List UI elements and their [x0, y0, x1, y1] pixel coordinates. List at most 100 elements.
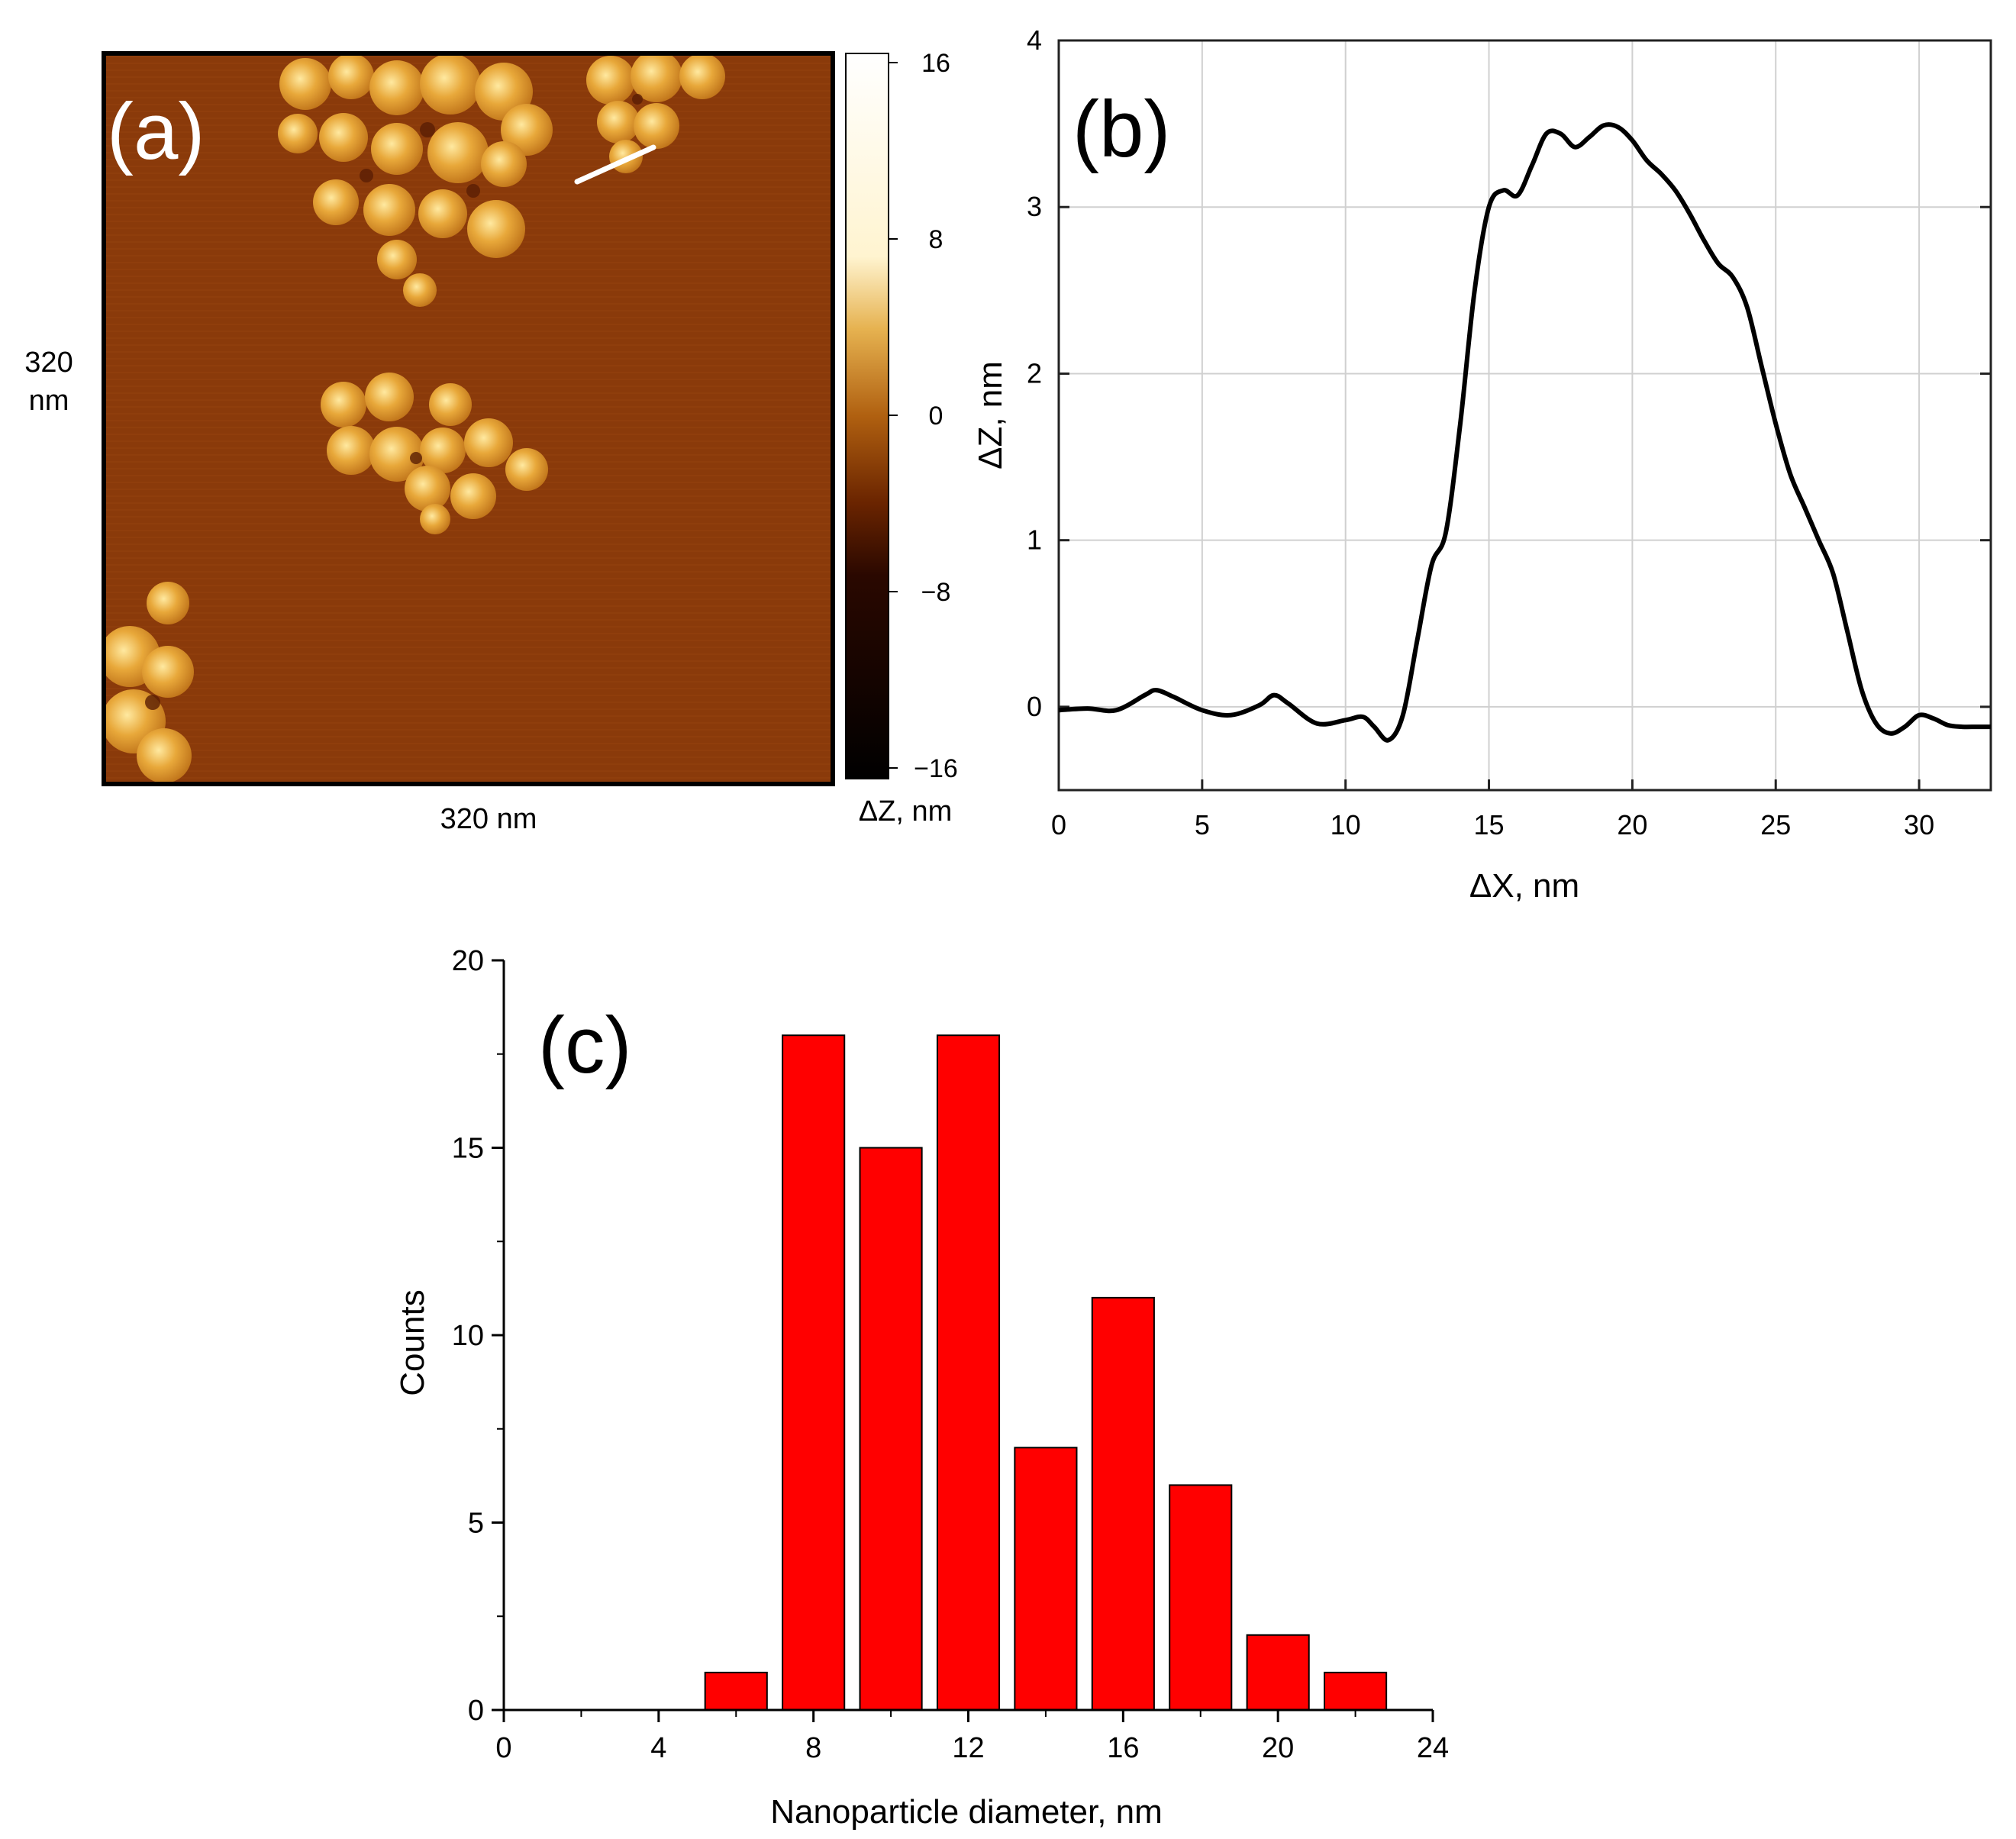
colorbar-tick-label: −16	[914, 754, 958, 783]
x-tick-label: 0	[495, 1732, 511, 1764]
y-tick-label: 1	[1027, 524, 1042, 556]
particle	[363, 184, 415, 236]
particle	[467, 200, 525, 258]
particle	[501, 104, 553, 156]
y-scale-label-line1: 320	[24, 347, 73, 379]
x-tick-label: 20	[1262, 1732, 1294, 1764]
particle	[631, 53, 682, 102]
colorbar-label: ΔZ, nm	[859, 795, 953, 828]
particle	[418, 189, 467, 238]
y-tick-label: 5	[468, 1508, 484, 1540]
histogram-bars	[704, 1034, 1388, 1712]
colorbar-tick-label: −8	[921, 578, 951, 607]
y-tick-label: 20	[452, 945, 484, 977]
panel-b-label: (b)	[1073, 85, 1170, 174]
afm-particles	[104, 53, 725, 783]
profile-chart: 0 5 10 15 20 25 30 0 1 2 3 4 (b) ΔX, nm ΔZ, nm	[972, 24, 1992, 905]
histogram-bar	[859, 1147, 923, 1711]
afm-panel: (a) 320 nm 320 nm 16 8 0 −8 −16 ΔZ, nm	[24, 49, 958, 835]
histogram-x-axis-title: Nanoparticle diameter, nm	[770, 1793, 1163, 1831]
x-tick-label: 5	[1195, 809, 1210, 840]
afm-dark-spots	[145, 94, 643, 710]
y-tick-label: 15	[452, 1133, 484, 1165]
profile-plot-frame	[1057, 39, 1992, 792]
profile-y-axis-title: ΔZ, nm	[972, 361, 1009, 469]
particle	[147, 582, 189, 624]
histogram-bar	[1169, 1484, 1233, 1712]
particle	[313, 179, 359, 225]
y-scale-label-line2: nm	[29, 385, 69, 417]
particle	[429, 383, 472, 426]
histogram-y-axis-title: Counts	[394, 1289, 431, 1395]
dark-spot	[420, 122, 435, 137]
x-tick-label: 0	[1051, 809, 1066, 840]
particle	[327, 426, 376, 475]
particle	[369, 427, 424, 482]
profile-x-axis-title: ΔX, nm	[1469, 867, 1579, 905]
x-tick-label: 16	[1107, 1732, 1139, 1764]
particle	[481, 141, 527, 187]
dark-spot	[632, 94, 643, 105]
particle	[420, 53, 481, 115]
y-tick-label: 10	[452, 1320, 484, 1352]
dark-spot	[145, 695, 160, 710]
particle	[634, 103, 679, 149]
x-tick-label: 8	[805, 1732, 821, 1764]
particle	[420, 427, 466, 473]
dark-spot	[410, 452, 422, 464]
histogram-bar	[1324, 1671, 1388, 1711]
x-tick-label: 30	[1904, 809, 1934, 840]
particle	[319, 113, 368, 162]
colorbar	[845, 53, 889, 779]
particle	[597, 101, 640, 144]
histogram-bar	[1246, 1634, 1310, 1712]
histogram-axes: 0 4 8 12 16 20 24 0 5 10 15 20	[452, 945, 1449, 1764]
panel-a-label: (a)	[107, 87, 205, 176]
y-tick-label: 0	[1027, 691, 1042, 722]
y-tick-label: 2	[1027, 357, 1042, 389]
colorbar-tick-label: 0	[929, 402, 943, 431]
x-tick-label: 15	[1474, 809, 1505, 840]
particle	[405, 466, 450, 511]
x-tick-label: 4	[650, 1732, 666, 1764]
y-tick-label: 0	[468, 1695, 484, 1727]
colorbar-tick-label: 8	[929, 225, 943, 254]
afm-frame	[102, 51, 835, 786]
y-tick-label: 3	[1027, 191, 1042, 222]
particle	[365, 373, 414, 421]
profile-ticks: 0 5 10 15 20 25 30 0 1 2 3 4	[1027, 24, 1991, 840]
particle	[586, 56, 635, 105]
histogram-bar	[704, 1671, 768, 1711]
dark-spot	[360, 169, 373, 182]
profile-line	[574, 144, 656, 185]
profile-series-line	[1058, 122, 1991, 743]
particle	[464, 418, 513, 467]
particle	[328, 53, 374, 99]
x-tick-label: 25	[1760, 809, 1791, 840]
particle	[137, 728, 192, 783]
histogram-bar	[1014, 1447, 1078, 1712]
particle	[427, 122, 489, 183]
particle	[142, 646, 194, 698]
particle	[371, 123, 423, 175]
colorbar-ticks: 16 8 0 −8 −16	[889, 49, 958, 783]
panel-c-label: (c)	[538, 1001, 631, 1090]
profile-grid	[1059, 40, 1991, 790]
dark-spot	[466, 184, 480, 198]
particle	[403, 273, 437, 307]
histogram-chart: 0 4 8 12 16 20 24 0 5 10 15 20 (c) Nanoparticle dia…	[394, 945, 1449, 1831]
afm-scanlines	[104, 56, 833, 779]
histogram-bar	[1091, 1296, 1155, 1711]
particle	[505, 448, 548, 491]
particle	[377, 240, 417, 279]
x-scale-label: 320 nm	[440, 803, 537, 835]
particle	[278, 114, 318, 153]
x-tick-label: 24	[1417, 1732, 1449, 1764]
histogram-bar	[782, 1034, 846, 1711]
colorbar-tick-label: 16	[921, 49, 950, 78]
particle	[321, 382, 366, 427]
histogram-bar	[936, 1034, 1001, 1711]
x-tick-label: 20	[1617, 809, 1647, 840]
particle	[450, 473, 496, 519]
